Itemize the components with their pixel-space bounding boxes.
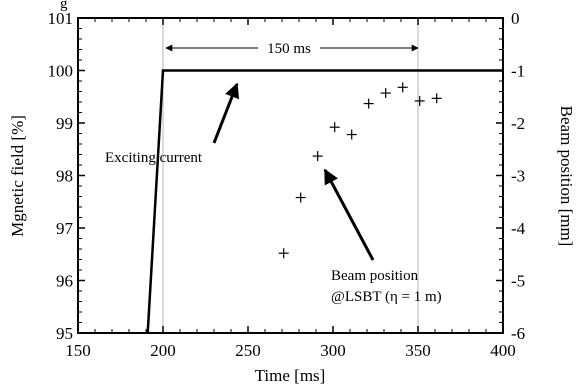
- y-right-tick-label: -4: [511, 219, 526, 238]
- y-right-tick-label: -1: [511, 62, 525, 81]
- cropped-top-text: g: [60, 0, 68, 12]
- reference-lines: [162, 18, 419, 333]
- beam-position-point: [278, 248, 289, 259]
- y-right-tick-label: -5: [511, 272, 525, 291]
- y-right-tick-label: -3: [511, 167, 525, 186]
- x-tick-label: 350: [405, 341, 431, 360]
- exciting-label: Exciting current: [105, 150, 203, 166]
- beam-position-point: [431, 93, 442, 104]
- x-axis: 150 200 250 300 350 400: [65, 18, 516, 360]
- y-right-tick-label: -6: [511, 324, 525, 343]
- beam-position-point: [363, 98, 374, 109]
- beam-position-point: [380, 88, 391, 99]
- x-tick-label: 150: [65, 341, 91, 360]
- x-axis-title: Time [ms]: [255, 366, 326, 384]
- beam-label-line1: Beam position: [331, 268, 419, 284]
- beam-arrow: [323, 168, 375, 261]
- y-right-tick-label: -2: [511, 114, 525, 133]
- beam-position-point: [397, 82, 408, 93]
- y-left-axis-title: Mgnetic field [%]: [8, 115, 27, 237]
- plot-frame: [77, 17, 504, 334]
- beam-position-point: [312, 151, 323, 162]
- x-tick-label: 250: [235, 341, 261, 360]
- y-left-tick-label: 96: [56, 272, 73, 291]
- y-right-axis: 0 -1 -2 -3 -4 -5 -6: [496, 9, 526, 343]
- series-exciting-current-line: [146, 69, 503, 334]
- beam-label-line2: @LSBT (η = 1 m): [331, 289, 442, 305]
- beam-position-point: [295, 192, 306, 203]
- span-label: 150 ms: [267, 41, 311, 57]
- y-right-tick-label: 0: [511, 9, 520, 28]
- beam-position-point: [329, 122, 340, 133]
- y-left-tick-label: 100: [48, 62, 74, 81]
- beam-position-point: [414, 95, 425, 106]
- exciting-arrow: [212, 82, 240, 144]
- y-left-tick-label: 97: [56, 219, 74, 238]
- y-left-axis: 95 96 97 98 99 100 101: [48, 9, 85, 343]
- x-tick-label: 400: [490, 341, 516, 360]
- y-left-tick-label: 95: [56, 324, 73, 343]
- y-left-tick-label: 101: [48, 9, 74, 28]
- y-left-tick-label: 99: [56, 114, 73, 133]
- series-group: [146, 69, 503, 334]
- x-tick-label: 200: [150, 341, 176, 360]
- x-tick-label: 300: [320, 341, 346, 360]
- beam-position-point: [346, 129, 357, 140]
- y-right-axis-title: Beam position [mm]: [557, 106, 576, 247]
- y-left-tick-label: 98: [56, 167, 73, 186]
